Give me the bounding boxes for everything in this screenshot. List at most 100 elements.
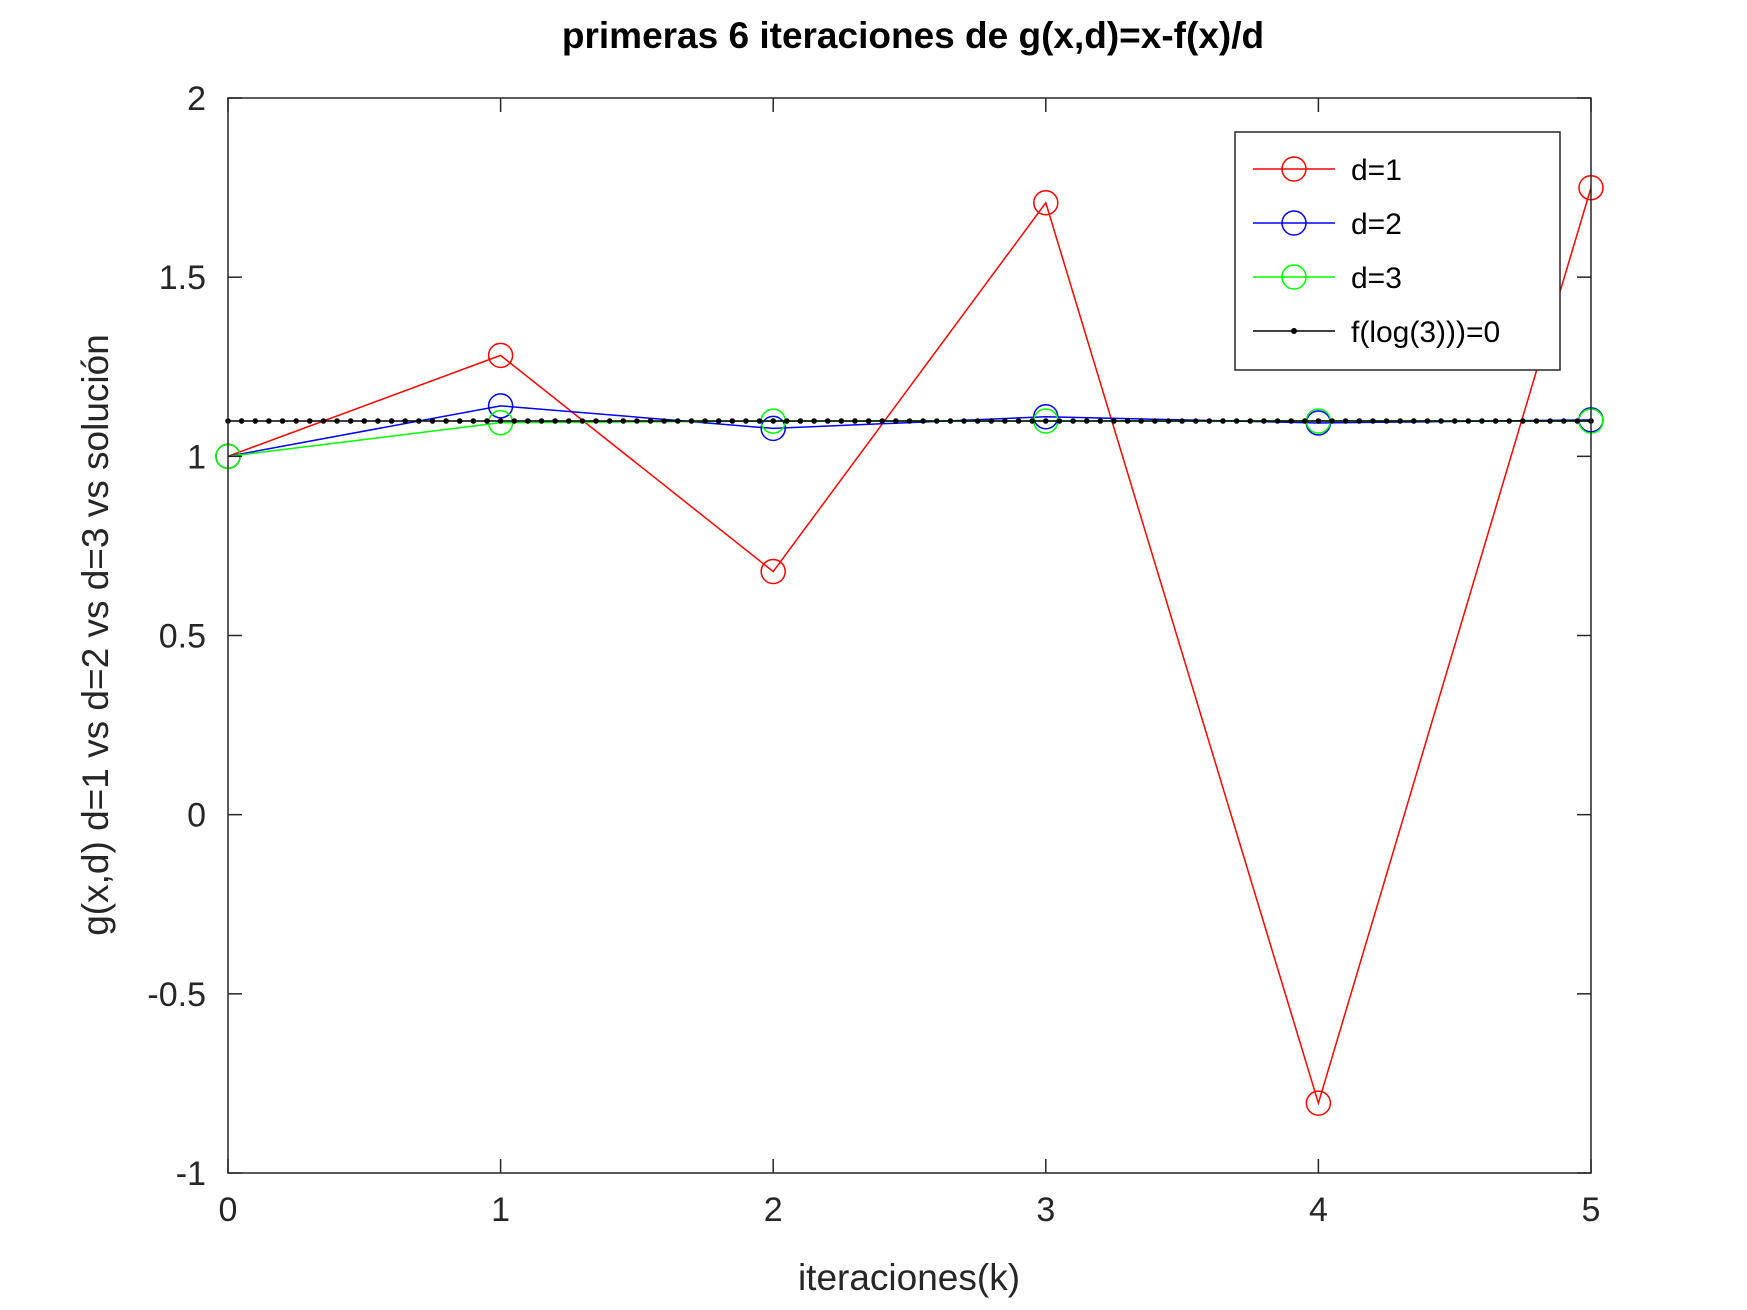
solution-point — [1111, 418, 1117, 424]
solution-point — [456, 418, 463, 424]
solution-point — [1124, 418, 1131, 424]
y-tick-label: -1 — [176, 1155, 206, 1193]
solution-point — [497, 418, 504, 424]
solution-point — [1506, 418, 1513, 424]
solution-point — [961, 418, 967, 424]
solution-point — [306, 418, 313, 424]
legend-label: d=3 — [1351, 262, 1402, 295]
axes-box — [227, 97, 1592, 1174]
solution-point — [1397, 418, 1403, 424]
solution-point — [334, 418, 340, 424]
solution-point — [606, 418, 613, 424]
series-line — [227, 187, 1592, 1106]
solution-point — [443, 418, 449, 424]
solution-point — [1560, 418, 1567, 424]
solution-point — [797, 418, 804, 424]
solution-point — [1451, 418, 1458, 424]
solution-point — [1342, 418, 1349, 424]
data-point — [487, 342, 514, 369]
solution-point — [538, 418, 545, 424]
solution-point — [1574, 418, 1581, 424]
solution-point — [1547, 418, 1553, 424]
solution-point — [1479, 418, 1485, 424]
solution-point — [1002, 418, 1008, 424]
solution-point — [1315, 418, 1322, 424]
legend-label: f(log(3)))=0 — [1351, 316, 1500, 349]
solution-point — [1138, 418, 1145, 424]
solution-point — [1533, 418, 1540, 424]
y-tick-label: 0 — [187, 797, 206, 835]
solution-point — [470, 418, 477, 424]
solution-point — [1152, 418, 1158, 424]
solution-point — [375, 418, 381, 424]
solution-point — [579, 418, 586, 424]
legend-marker — [1281, 264, 1307, 290]
y-tick-label: 2 — [187, 80, 206, 118]
solution-point — [933, 418, 940, 424]
solution-point — [674, 418, 681, 424]
solution-point — [416, 418, 422, 424]
solution-point — [279, 418, 286, 424]
x-tick-label: 3 — [1036, 1191, 1055, 1229]
solution-point — [1261, 418, 1267, 424]
solution-point — [824, 418, 831, 424]
solution-point — [1165, 418, 1172, 424]
solution-point — [1220, 418, 1226, 424]
solution-point — [1043, 418, 1049, 424]
solution-point — [947, 418, 954, 424]
solution-point — [252, 418, 259, 424]
y-tick-label: 1 — [187, 438, 206, 476]
solution-point — [661, 418, 667, 424]
legend-marker — [1291, 328, 1297, 334]
legend: d=1 d=2 d=3 f(log(3)))=0 — [1234, 131, 1561, 371]
solution-point — [988, 418, 995, 424]
solution-point — [238, 418, 245, 424]
solution-point — [511, 418, 518, 424]
solution-point — [974, 418, 981, 424]
solution-point — [1247, 418, 1254, 424]
data-point — [760, 415, 786, 442]
solution-point — [1070, 418, 1076, 424]
solution-point — [634, 418, 640, 424]
solution-point — [906, 418, 913, 424]
legend-marker — [1281, 156, 1307, 182]
solution-point — [565, 418, 572, 424]
solution-point — [552, 418, 558, 424]
legend-marker — [1281, 210, 1307, 236]
legend-label: d=1 — [1351, 154, 1402, 187]
solution-point — [1015, 418, 1022, 424]
x-tick-label: 1 — [491, 1191, 510, 1229]
solution-point — [920, 418, 926, 424]
solution-point — [525, 418, 531, 424]
y-axis-label: g(x,d) d=1 vs d=2 vs d=3 vs solución — [75, 334, 116, 936]
solution-point — [1056, 418, 1063, 424]
chart-title: primeras 6 iteraciones de g(x,d)=x-f(x)/… — [562, 15, 1264, 56]
x-axis-label: iteraciones(k) — [798, 1257, 1020, 1298]
solution-point — [838, 418, 845, 424]
solution-point — [1520, 418, 1526, 424]
solution-point — [893, 418, 899, 424]
solution-point — [361, 418, 368, 424]
series-f(log(3)))=0 — [225, 418, 1594, 424]
x-tick-label: 0 — [219, 1191, 238, 1229]
solution-point — [1288, 418, 1294, 424]
solution-point — [1438, 418, 1444, 424]
data-point — [487, 393, 514, 419]
solution-point — [1370, 418, 1376, 424]
solution-point — [347, 418, 354, 424]
solution-point — [1329, 418, 1335, 424]
solution-point — [852, 418, 858, 424]
solution-point — [1274, 418, 1281, 424]
data-point — [1033, 190, 1059, 216]
solution-point — [1206, 418, 1213, 424]
solution-point — [1029, 418, 1035, 424]
solution-point — [879, 418, 886, 424]
solution-point — [293, 418, 299, 424]
solution-point — [620, 418, 627, 424]
solution-point — [1179, 418, 1185, 424]
data-point — [1305, 1090, 1332, 1116]
data-point — [760, 558, 786, 585]
series-d=1 — [215, 174, 1604, 1116]
solution-point — [688, 418, 695, 424]
